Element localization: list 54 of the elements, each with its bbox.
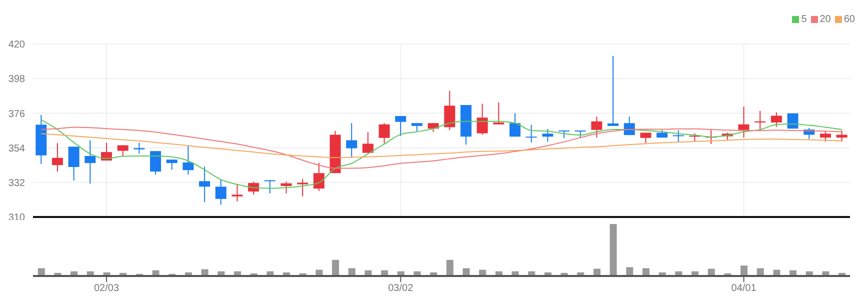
candlestick xyxy=(199,166,210,203)
candlestick xyxy=(493,102,504,125)
bar xyxy=(740,266,748,276)
y-tick-label: 420 xyxy=(8,40,26,51)
candlestick xyxy=(444,90,456,131)
candlestick xyxy=(476,103,488,136)
candlestick xyxy=(346,122,358,158)
candlestick xyxy=(378,122,390,144)
legend-label: 20 xyxy=(820,14,831,25)
candlestick xyxy=(84,140,96,184)
candlestick xyxy=(232,184,243,202)
candlestick xyxy=(280,181,292,194)
candlestick xyxy=(182,145,194,176)
bar xyxy=(446,260,454,276)
bar xyxy=(348,268,356,276)
candlestick xyxy=(672,130,684,143)
bar xyxy=(642,268,650,276)
candlestick xyxy=(591,116,602,138)
candlestick xyxy=(640,132,652,144)
candlestick xyxy=(509,112,520,138)
legend-label: 5 xyxy=(801,14,807,25)
bar xyxy=(332,260,340,276)
candlestick xyxy=(52,142,63,172)
bar xyxy=(462,268,470,276)
candlestick xyxy=(68,146,80,182)
candlestick xyxy=(264,180,276,194)
candlestick xyxy=(297,178,308,197)
candlestick xyxy=(395,116,406,137)
candlestick xyxy=(134,142,145,154)
x-tick-label: 03/02 xyxy=(388,283,414,294)
y-tick-label: 398 xyxy=(8,74,26,86)
candlestick xyxy=(526,124,537,143)
candlestick xyxy=(150,150,162,176)
legend-label: 60 xyxy=(844,14,855,25)
x-tick-label: 02/03 xyxy=(94,283,120,294)
candlestick xyxy=(542,128,554,142)
candlestick xyxy=(820,130,831,142)
y-tick-label: 332 xyxy=(8,178,26,189)
candlestick xyxy=(770,112,782,128)
candlestick xyxy=(215,179,226,206)
candlestick xyxy=(738,106,750,138)
bar xyxy=(610,224,617,276)
candlestick xyxy=(166,159,178,170)
candlestick xyxy=(313,162,324,192)
y-tick-label: 376 xyxy=(8,108,26,120)
candlestick xyxy=(836,130,848,142)
candlestick xyxy=(362,132,374,154)
y-tick-label: 354 xyxy=(8,143,26,154)
bar xyxy=(626,267,634,276)
candlestick xyxy=(608,55,619,126)
bar xyxy=(756,268,764,276)
x-tick-label: 04/01 xyxy=(731,283,757,294)
bar xyxy=(38,268,45,276)
candlestick xyxy=(754,110,766,132)
